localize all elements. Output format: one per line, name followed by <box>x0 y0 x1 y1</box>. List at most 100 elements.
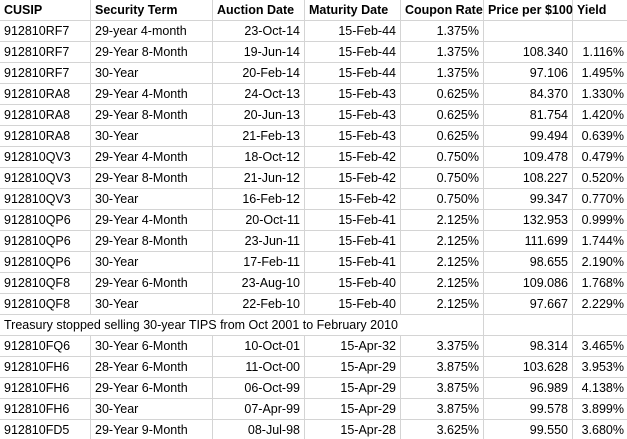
cell-auction-date[interactable]: 21-Jun-12 <box>212 167 305 189</box>
cell-yield[interactable]: 3.465% <box>572 335 627 357</box>
cell-price[interactable]: 81.754 <box>483 104 573 126</box>
cell-auction-date[interactable]: 21-Feb-13 <box>212 125 305 147</box>
cell-coupon-rate[interactable]: 2.125% <box>400 251 484 273</box>
empty-cell[interactable] <box>572 314 627 336</box>
cell-cusip[interactable]: 912810RF7 <box>0 20 91 42</box>
cell-maturity-date[interactable]: 15-Apr-29 <box>304 356 401 378</box>
cell-maturity-date[interactable]: 15-Feb-44 <box>304 20 401 42</box>
cell-yield[interactable]: 0.639% <box>572 125 627 147</box>
cell-cusip[interactable]: 912810RA8 <box>0 83 91 105</box>
cell-coupon-rate[interactable]: 1.375% <box>400 20 484 42</box>
cell-coupon-rate[interactable]: 3.875% <box>400 356 484 378</box>
cell-cusip[interactable]: 912810QP6 <box>0 209 91 231</box>
cell-auction-date[interactable]: 23-Oct-14 <box>212 20 305 42</box>
cell-maturity-date[interactable]: 15-Apr-29 <box>304 377 401 399</box>
cell-security-term[interactable]: 28-Year 6-Month <box>90 356 213 378</box>
cell-maturity-date[interactable]: 15-Feb-44 <box>304 62 401 84</box>
cell-yield[interactable]: 1.768% <box>572 272 627 294</box>
cell-security-term[interactable]: 30-Year <box>90 398 213 420</box>
cell-yield[interactable]: 1.495% <box>572 62 627 84</box>
cell-security-term[interactable]: 29-Year 6-Month <box>90 377 213 399</box>
cell-auction-date[interactable]: 07-Apr-99 <box>212 398 305 420</box>
cell-cusip[interactable]: 912810FH6 <box>0 356 91 378</box>
cell-auction-date[interactable]: 16-Feb-12 <box>212 188 305 210</box>
cell-auction-date[interactable]: 06-Oct-99 <box>212 377 305 399</box>
cell-cusip[interactable]: 912810FH6 <box>0 398 91 420</box>
cell-security-term[interactable]: 29-Year 4-Month <box>90 146 213 168</box>
cell-cusip[interactable]: 912810QF8 <box>0 293 91 315</box>
cell-cusip[interactable]: 912810FH6 <box>0 377 91 399</box>
cell-yield[interactable] <box>572 20 627 42</box>
cell-price[interactable]: 109.478 <box>483 146 573 168</box>
cell-security-term[interactable]: 29-Year 8-Month <box>90 230 213 252</box>
cell-security-term[interactable]: 29-Year 9-Month <box>90 419 213 439</box>
cell-maturity-date[interactable]: 15-Feb-42 <box>304 167 401 189</box>
cell-coupon-rate[interactable]: 2.125% <box>400 293 484 315</box>
cell-coupon-rate[interactable]: 0.625% <box>400 83 484 105</box>
cell-maturity-date[interactable]: 15-Feb-42 <box>304 146 401 168</box>
cell-auction-date[interactable]: 20-Feb-14 <box>212 62 305 84</box>
cell-auction-date[interactable]: 18-Oct-12 <box>212 146 305 168</box>
cell-coupon-rate[interactable]: 3.625% <box>400 419 484 439</box>
cell-price[interactable]: 132.953 <box>483 209 573 231</box>
cell-price[interactable]: 103.628 <box>483 356 573 378</box>
cell-auction-date[interactable]: 19-Jun-14 <box>212 41 305 63</box>
note-text[interactable]: Treasury stopped selling 30-year TIPS fr… <box>0 314 484 336</box>
cell-coupon-rate[interactable]: 0.625% <box>400 104 484 126</box>
cell-security-term[interactable]: 29-Year 4-Month <box>90 209 213 231</box>
cell-yield[interactable]: 1.744% <box>572 230 627 252</box>
cell-maturity-date[interactable]: 15-Apr-32 <box>304 335 401 357</box>
cell-yield[interactable]: 2.229% <box>572 293 627 315</box>
cell-coupon-rate[interactable]: 3.375% <box>400 335 484 357</box>
cell-yield[interactable]: 3.680% <box>572 419 627 439</box>
cell-cusip[interactable]: 912810QV3 <box>0 167 91 189</box>
cell-maturity-date[interactable]: 15-Apr-28 <box>304 419 401 439</box>
cell-maturity-date[interactable]: 15-Feb-43 <box>304 104 401 126</box>
cell-maturity-date[interactable]: 15-Feb-43 <box>304 125 401 147</box>
cell-yield[interactable]: 1.330% <box>572 83 627 105</box>
cell-price[interactable]: 111.699 <box>483 230 573 252</box>
cell-price[interactable]: 97.106 <box>483 62 573 84</box>
column-header-maturity-date[interactable]: Maturity Date <box>304 0 401 21</box>
empty-cell[interactable] <box>483 314 573 336</box>
cell-coupon-rate[interactable]: 0.625% <box>400 125 484 147</box>
column-header-price-per-100[interactable]: Price per $100 <box>483 0 573 21</box>
cell-yield[interactable]: 0.479% <box>572 146 627 168</box>
cell-auction-date[interactable]: 11-Oct-00 <box>212 356 305 378</box>
column-header-security-term[interactable]: Security Term <box>90 0 213 21</box>
cell-maturity-date[interactable]: 15-Apr-29 <box>304 398 401 420</box>
cell-security-term[interactable]: 29-Year 8-Month <box>90 167 213 189</box>
cell-price[interactable] <box>483 20 573 42</box>
cell-auction-date[interactable]: 17-Feb-11 <box>212 251 305 273</box>
cell-maturity-date[interactable]: 15-Feb-41 <box>304 251 401 273</box>
cell-coupon-rate[interactable]: 2.125% <box>400 272 484 294</box>
cell-yield[interactable]: 0.520% <box>572 167 627 189</box>
cell-maturity-date[interactable]: 15-Feb-42 <box>304 188 401 210</box>
cell-price[interactable]: 109.086 <box>483 272 573 294</box>
cell-price[interactable]: 96.989 <box>483 377 573 399</box>
cell-security-term[interactable]: 30-Year <box>90 188 213 210</box>
cell-maturity-date[interactable]: 15-Feb-41 <box>304 230 401 252</box>
cell-maturity-date[interactable]: 15-Feb-44 <box>304 41 401 63</box>
cell-price[interactable]: 99.494 <box>483 125 573 147</box>
cell-price[interactable]: 99.550 <box>483 419 573 439</box>
cell-price[interactable]: 108.340 <box>483 41 573 63</box>
cell-security-term[interactable]: 29-Year 8-Month <box>90 41 213 63</box>
cell-cusip[interactable]: 912810QV3 <box>0 188 91 210</box>
cell-auction-date[interactable]: 20-Oct-11 <box>212 209 305 231</box>
cell-coupon-rate[interactable]: 0.750% <box>400 167 484 189</box>
cell-cusip[interactable]: 912810RF7 <box>0 41 91 63</box>
cell-yield[interactable]: 1.420% <box>572 104 627 126</box>
cell-coupon-rate[interactable]: 2.125% <box>400 230 484 252</box>
cell-security-term[interactable]: 30-Year <box>90 251 213 273</box>
cell-cusip[interactable]: 912810QP6 <box>0 230 91 252</box>
cell-price[interactable]: 98.314 <box>483 335 573 357</box>
cell-yield[interactable]: 0.770% <box>572 188 627 210</box>
cell-yield[interactable]: 1.116% <box>572 41 627 63</box>
cell-auction-date[interactable]: 20-Jun-13 <box>212 104 305 126</box>
cell-auction-date[interactable]: 10-Oct-01 <box>212 335 305 357</box>
cell-maturity-date[interactable]: 15-Feb-40 <box>304 293 401 315</box>
cell-coupon-rate[interactable]: 0.750% <box>400 188 484 210</box>
cell-price[interactable]: 99.578 <box>483 398 573 420</box>
column-header-auction-date[interactable]: Auction Date <box>212 0 305 21</box>
